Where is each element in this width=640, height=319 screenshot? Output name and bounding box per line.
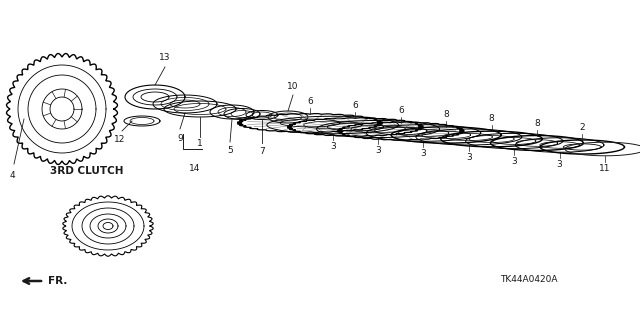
Text: 5: 5 bbox=[227, 146, 233, 155]
Text: 8: 8 bbox=[444, 110, 449, 119]
Text: FR.: FR. bbox=[48, 276, 67, 286]
Text: 3: 3 bbox=[557, 160, 563, 169]
Text: 12: 12 bbox=[115, 135, 125, 144]
Text: 1: 1 bbox=[197, 139, 203, 148]
Text: 6: 6 bbox=[398, 106, 404, 115]
Text: 14: 14 bbox=[189, 164, 201, 173]
Text: 3RD CLUTCH: 3RD CLUTCH bbox=[50, 166, 124, 176]
Text: 8: 8 bbox=[534, 119, 540, 128]
Text: 6: 6 bbox=[353, 101, 358, 110]
Text: 11: 11 bbox=[599, 164, 611, 173]
Text: 2: 2 bbox=[579, 123, 585, 132]
Text: 4: 4 bbox=[9, 171, 15, 180]
Text: 7: 7 bbox=[259, 147, 265, 156]
Text: 9: 9 bbox=[177, 134, 183, 143]
Text: 3: 3 bbox=[330, 142, 335, 151]
Text: 3: 3 bbox=[466, 153, 472, 162]
Text: 10: 10 bbox=[287, 82, 299, 91]
Text: 13: 13 bbox=[159, 53, 171, 62]
Text: 6: 6 bbox=[307, 97, 313, 106]
Text: 3: 3 bbox=[375, 145, 381, 155]
Text: 8: 8 bbox=[489, 114, 495, 123]
Text: TK44A0420A: TK44A0420A bbox=[500, 275, 557, 284]
Text: 3: 3 bbox=[420, 149, 426, 158]
Text: 3: 3 bbox=[511, 157, 517, 166]
